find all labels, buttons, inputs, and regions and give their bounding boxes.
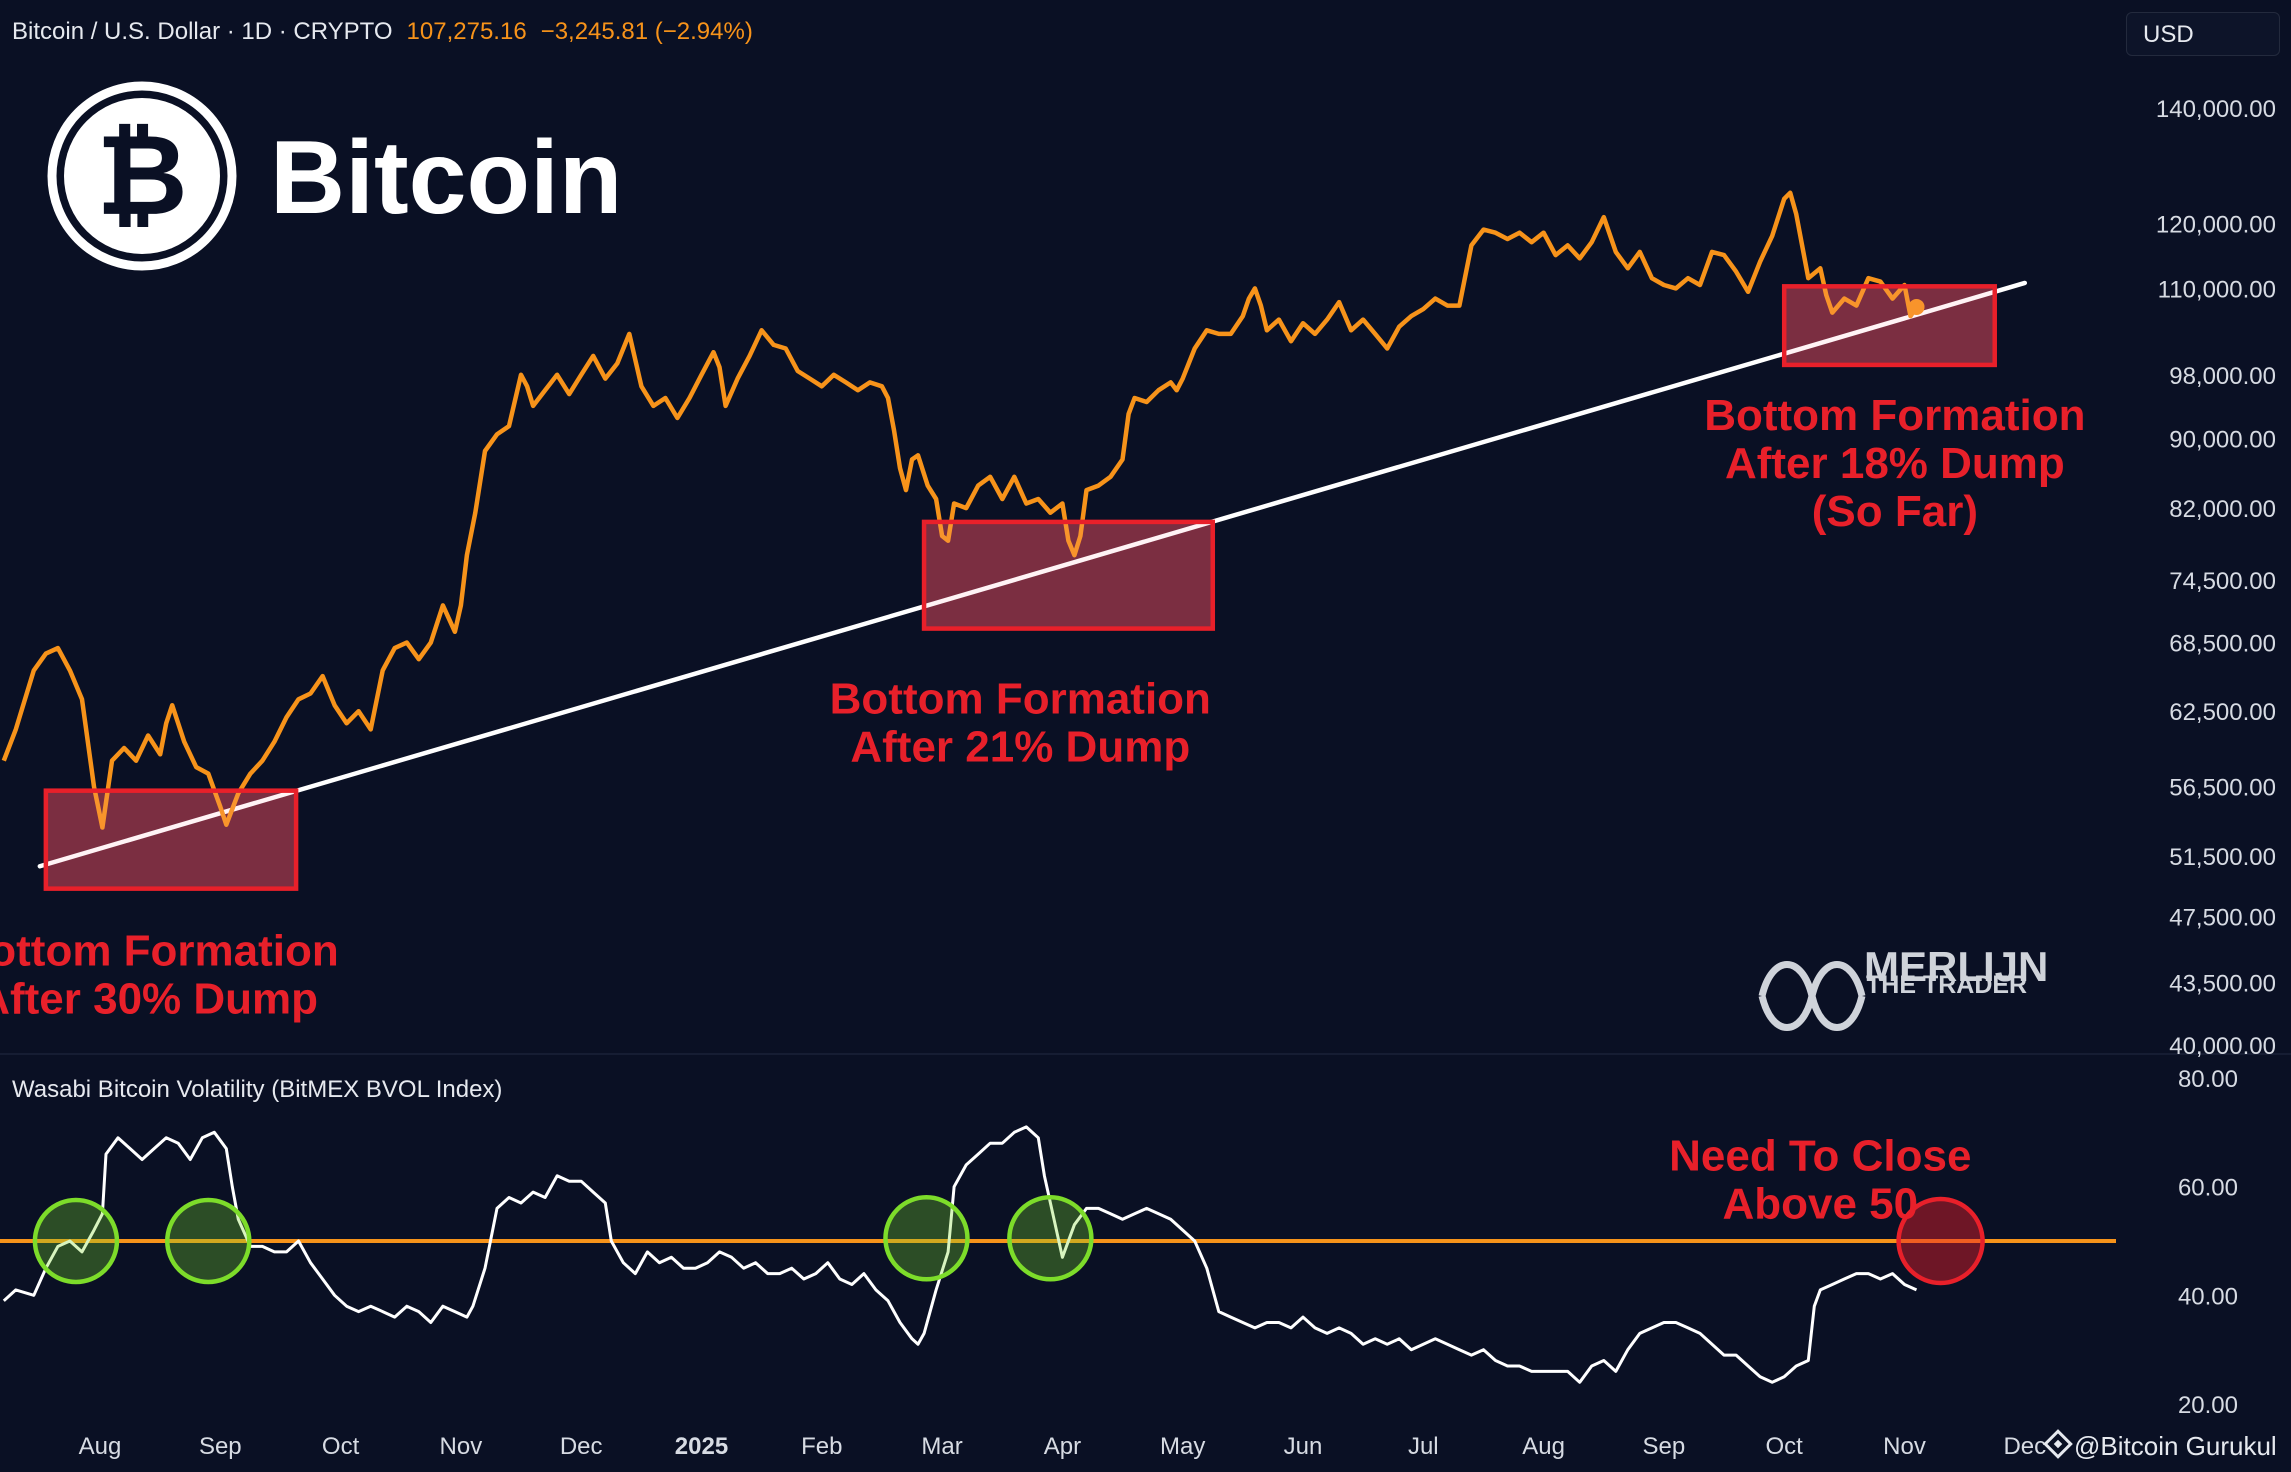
last-price: 107,275.16 <box>406 18 527 45</box>
vol-breakout-circle-0 <box>32 1197 120 1285</box>
time-axis[interactable]: Aug Sep Oct Nov Dec 2025 Feb Mar Apr May Jun Jul Aug… <box>79 1433 2046 1460</box>
price-tick-label-13: 40,000.00 <box>2169 1033 2276 1060</box>
price-tick-label-3: 98,000.00 <box>2169 363 2276 390</box>
price-tick-label-12: 43,500.00 <box>2169 970 2276 997</box>
time-tick-label-5: 2025 <box>675 1433 728 1460</box>
time-tick-label-8: Apr <box>1044 1433 1081 1460</box>
watermark-line1: MERLIJN <box>1864 943 2048 990</box>
bottom-zone-2 <box>1784 286 1995 365</box>
bitcoin-logo-text: Bitcoin <box>270 120 622 236</box>
time-tick-label-1: Sep <box>199 1433 242 1460</box>
time-tick-label-13: Sep <box>1643 1433 1686 1460</box>
time-tick-label-6: Feb <box>801 1433 842 1460</box>
bottom-formation-label-2: Bottom Formation After 18% Dump (So Far) <box>1704 391 2085 536</box>
bitcoin-logo-ring <box>47 81 237 271</box>
vol-breakout-circle-1 <box>165 1197 252 1285</box>
trendline-group <box>37 280 2028 869</box>
time-tick-label-9: May <box>1160 1433 1205 1460</box>
bottom-formation-line-2-1: After 18% Dump <box>1725 439 2065 488</box>
price-tick-label-2: 110,000.00 <box>2158 276 2276 303</box>
volatility-axis[interactable]: 80.00 60.00 40.00 20.00 <box>2178 1066 2238 1419</box>
symbol-title[interactable]: Bitcoin / U.S. Dollar · 1D · CRYPTO <box>12 18 393 45</box>
time-tick-label-14: Oct <box>1766 1433 1804 1460</box>
time-tick-label-2: Oct <box>322 1433 360 1460</box>
bottom-zone-border-1 <box>921 519 1216 631</box>
merlijn-logo-icon <box>1758 961 1866 1031</box>
price-axis[interactable]: 140,000.00 120,000.00 110,000.00 98,000.00 9… <box>2156 96 2276 1060</box>
credit-text: @Bitcoin Gurukul <box>2074 1431 2277 1461</box>
currency-selector[interactable]: USD <box>2126 12 2280 56</box>
vol-breakout-circle-2 <box>883 1195 970 1282</box>
zone-overlays <box>43 284 1997 891</box>
price-tick-label-4: 90,000.00 <box>2169 426 2276 453</box>
bvol-line <box>2 1125 1918 1384</box>
vol-tick-label-3: 20.00 <box>2178 1392 2238 1419</box>
price-tick-label-10: 51,500.00 <box>2169 844 2276 871</box>
watermark-line2: THE TRADER <box>1866 971 2027 999</box>
price-tick-label-11: 47,500.00 <box>2169 904 2276 931</box>
bottom-zone-border-2 <box>1781 284 1997 368</box>
price-tick-label-8: 62,500.00 <box>2169 699 2276 726</box>
vol-breakout-circle-3 <box>1007 1195 1094 1282</box>
chart-header: Bitcoin / U.S. Dollar · 1D · CRYPTO 107,2… <box>12 18 753 46</box>
price-tick-label-9: 56,500.00 <box>2169 775 2276 802</box>
merlijn-watermark: MERLIJN THE TRADER <box>1758 943 2048 1031</box>
binance-diamond-icon <box>2043 1429 2073 1459</box>
bottom-formation-line-2-2: (So Far) <box>1812 487 1978 536</box>
bottom-formation-line-1-1: After 21% Dump <box>850 723 1190 772</box>
close-above-50-line-1: Above 50 <box>1722 1179 1918 1228</box>
time-tick-label-7: Mar <box>921 1433 962 1460</box>
bottom-zone-border-0 <box>43 788 299 891</box>
bitcoin-logo-glyph: ₿ <box>96 113 187 238</box>
bottom-formation-line-2-0: Bottom Formation <box>1704 391 2085 440</box>
bottom-formation-line-1-0: Bottom Formation <box>830 675 1211 724</box>
close-above-50-label: Need To Close Above 50 <box>1669 1131 1971 1228</box>
price-series-group <box>1 190 1925 830</box>
time-tick-label-11: Jul <box>1408 1433 1439 1460</box>
vol-tick-label-0: 80.00 <box>2178 1066 2238 1093</box>
bottom-formation-label-1: Bottom Formation After 21% Dump <box>830 675 1211 772</box>
time-tick-label-12: Aug <box>1522 1433 1565 1460</box>
btc-price-line <box>1 190 1919 830</box>
support-trendline <box>37 280 2028 869</box>
price-tick-label-7: 68,500.00 <box>2169 631 2276 658</box>
last-price-marker <box>1908 298 1925 315</box>
time-tick-label-15: Nov <box>1883 1433 1926 1460</box>
time-tick-label-10: Jun <box>1284 1433 1323 1460</box>
vol-target-circle <box>1896 1196 1985 1286</box>
close-above-50-line-0: Need To Close <box>1669 1131 1971 1180</box>
price-tick-label-6: 74,500.00 <box>2169 568 2276 595</box>
time-tick-label-4: Dec <box>560 1433 603 1460</box>
credit: @Bitcoin Gurukul <box>2043 1429 2277 1461</box>
vol-tick-label-2: 40.00 <box>2178 1283 2238 1310</box>
bottom-formation-line-0-0: Bottom Formation <box>0 926 339 975</box>
time-tick-label-16: Dec <box>2003 1433 2046 1460</box>
price-tick-label-1: 120,000.00 <box>2156 211 2276 238</box>
bitcoin-logo: ₿ Bitcoin <box>47 81 622 271</box>
bottom-zone-0 <box>45 790 297 889</box>
bitcoin-logo-disc <box>64 98 220 254</box>
price-tick-label-5: 82,000.00 <box>2169 496 2276 523</box>
price-tick-label-0: 140,000.00 <box>2156 96 2276 123</box>
volatility-series-group <box>0 1125 2116 1384</box>
time-tick-label-3: Nov <box>440 1433 483 1460</box>
time-tick-label-0: Aug <box>79 1433 122 1460</box>
volatility-annotations: Need To Close Above 50 <box>1669 1131 1971 1228</box>
bottom-formation-line-0-1: After 30% Dump <box>0 974 318 1023</box>
vol-tick-label-1: 60.00 <box>2178 1175 2238 1202</box>
volatility-indicator-title[interactable]: Wasabi Bitcoin Volatility (BitMEX BVOL I… <box>12 1076 503 1103</box>
price-change: −3,245.81 (−2.94%) <box>540 18 753 45</box>
